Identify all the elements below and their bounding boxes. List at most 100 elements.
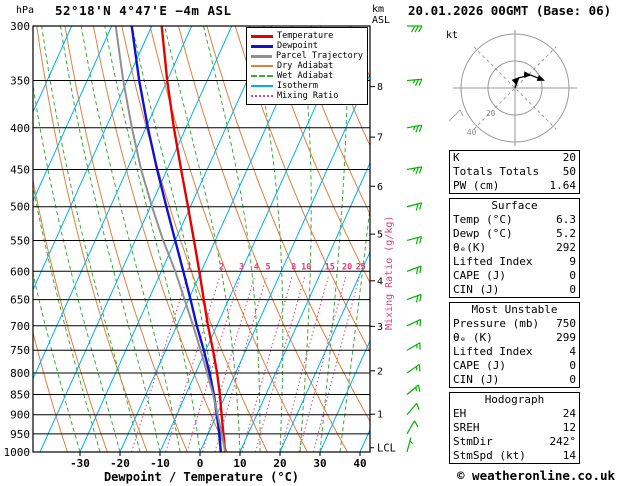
stat-value: 242° xyxy=(549,435,577,448)
stats-section-title: Hodograph xyxy=(484,393,545,406)
stat-label: CAPE (J) xyxy=(453,359,506,372)
svg-text:2: 2 xyxy=(219,262,224,272)
legend-line-sample xyxy=(251,95,273,97)
hodograph: 20 40 kt xyxy=(446,30,577,146)
stat-label: SREH xyxy=(453,421,480,434)
stats-row: CIN (J) 0 xyxy=(450,373,579,387)
stat-label: Pressure (mb) xyxy=(453,317,540,330)
stats-row: CAPE (J) 0 xyxy=(450,359,579,373)
svg-text:1: 1 xyxy=(377,410,383,421)
svg-text:km: km xyxy=(372,4,384,15)
svg-text:1000: 1000 xyxy=(4,446,31,459)
legend-label: Isotherm xyxy=(277,81,318,91)
stats-row: θₑ (K) 299 xyxy=(450,331,579,345)
svg-text:1: 1 xyxy=(187,262,192,272)
svg-text:750: 750 xyxy=(10,344,30,357)
svg-text:-10: -10 xyxy=(150,457,170,470)
svg-text:3: 3 xyxy=(377,322,383,333)
stats-row: Lifted Index 4 xyxy=(450,345,579,359)
stat-value: 14 xyxy=(562,449,576,462)
legend-line-sample xyxy=(251,75,273,77)
stat-value: 4 xyxy=(569,345,576,358)
svg-text:10: 10 xyxy=(301,262,311,272)
svg-text:20: 20 xyxy=(273,457,286,470)
hodo-ring xyxy=(487,60,543,116)
stat-label: EH xyxy=(453,407,467,420)
stat-label: K xyxy=(453,151,460,164)
lcl-marker: LCL xyxy=(370,443,396,455)
hodo-unit-label: kt xyxy=(446,30,458,41)
stats-row: CIN (J) 0 xyxy=(450,283,579,297)
stat-label: θₑ (K) xyxy=(453,331,493,344)
stats-row: CAPE (J) 0 xyxy=(450,269,579,283)
svg-text:hPa: hPa xyxy=(16,5,34,16)
wind-barbs xyxy=(406,25,423,453)
stats-block: Surface Temp (°C) 6.3 Dewp (°C) 5.2 θₑ(K) 292 L… xyxy=(449,198,580,298)
svg-text:Dewpoint / Temperature (°C): Dewpoint / Temperature (°C) xyxy=(104,470,299,484)
legend-item-dewpoint: Dewpoint xyxy=(251,41,363,51)
legend-label: Dewpoint xyxy=(277,41,318,51)
svg-text:400: 400 xyxy=(10,122,30,135)
stats-row: Lifted Index 9 xyxy=(450,255,579,269)
svg-text:20: 20 xyxy=(342,262,352,272)
svg-text:5: 5 xyxy=(265,262,270,272)
svg-text:350: 350 xyxy=(10,75,30,88)
mixing-ratio-axis-label: Mixing Ratio (g/kg) xyxy=(384,216,395,330)
series-temperature xyxy=(160,26,227,452)
svg-text:900: 900 xyxy=(10,409,30,422)
stat-value: 299 xyxy=(556,331,576,344)
stat-value: 20 xyxy=(562,151,576,164)
stats-block: Most Unstable Pressure (mb) 750 θₑ (K) 299 Li… xyxy=(449,302,580,388)
legend-line-sample xyxy=(251,34,273,38)
svg-text:7: 7 xyxy=(377,133,383,144)
svg-text:550: 550 xyxy=(10,234,30,247)
stats-section-title: Surface xyxy=(491,199,538,212)
stat-label: CIN (J) xyxy=(453,373,500,386)
hodo-ring xyxy=(460,33,570,143)
stats-row: StmSpd (kt) 14 xyxy=(450,449,579,463)
stat-label: Dewp (°C) xyxy=(453,227,513,240)
stats-panel: K 20 Totals Totals 50 PW (cm) 1.64 Surface Temp… xyxy=(449,150,580,468)
legend-item-wet-adiabat: Wet Adiabat xyxy=(251,71,363,81)
legend-line-sample xyxy=(251,44,273,48)
stats-block: Hodograph EH 24 SREH 12 StmDir 242° StmSpd (kt)… xyxy=(449,392,580,464)
svg-text:800: 800 xyxy=(10,367,30,380)
stat-value: 24 xyxy=(562,407,576,420)
stat-label: θₑ(K) xyxy=(453,241,487,254)
svg-text:700: 700 xyxy=(10,320,30,333)
legend-label: Parcel Trajectory xyxy=(276,51,363,61)
hodo-ring-label: 20 xyxy=(486,109,496,118)
stat-value: 292 xyxy=(556,241,576,254)
svg-text:950: 950 xyxy=(10,428,30,441)
stats-row: θₑ(K) 292 xyxy=(450,241,579,255)
temp-axis: -30 -20 -10 0 10 20 30 40 Dewpoint / Temperature… xyxy=(70,452,367,484)
station-title: 52°18'N 4°47'E −4m ASL xyxy=(55,3,232,18)
stat-value: 9 xyxy=(569,255,576,268)
stat-label: CIN (J) xyxy=(453,283,500,296)
svg-text:10: 10 xyxy=(233,457,246,470)
svg-text:2: 2 xyxy=(377,366,383,377)
mixing-ratio-lines xyxy=(131,276,360,452)
stat-value: 0 xyxy=(569,359,576,372)
stat-label: StmDir xyxy=(453,435,493,448)
stat-label: Lifted Index xyxy=(453,255,533,268)
plot-border xyxy=(32,25,371,453)
stat-label: Totals Totals xyxy=(453,165,540,178)
svg-text:500: 500 xyxy=(10,201,30,214)
stats-row: PW (cm) 1.64 xyxy=(450,179,579,193)
datetime-title: 20.01.2026 00GMT (Base: 06) xyxy=(408,3,612,18)
stat-label: StmSpd (kt) xyxy=(453,449,526,462)
stat-label: Lifted Index xyxy=(453,345,533,358)
svg-text:ASL: ASL xyxy=(372,15,390,26)
stats-row: K 20 xyxy=(450,151,579,165)
legend-label: Wet Adiabat xyxy=(277,71,334,81)
legend-label: Temperature xyxy=(277,31,334,41)
stats-row: Temp (°C) 6.3 xyxy=(450,213,579,227)
svg-text:8: 8 xyxy=(377,82,383,93)
svg-text:850: 850 xyxy=(10,388,30,401)
stats-row: StmDir 242° xyxy=(450,435,579,449)
svg-text:4: 4 xyxy=(377,276,383,287)
svg-text:25: 25 xyxy=(356,262,366,272)
